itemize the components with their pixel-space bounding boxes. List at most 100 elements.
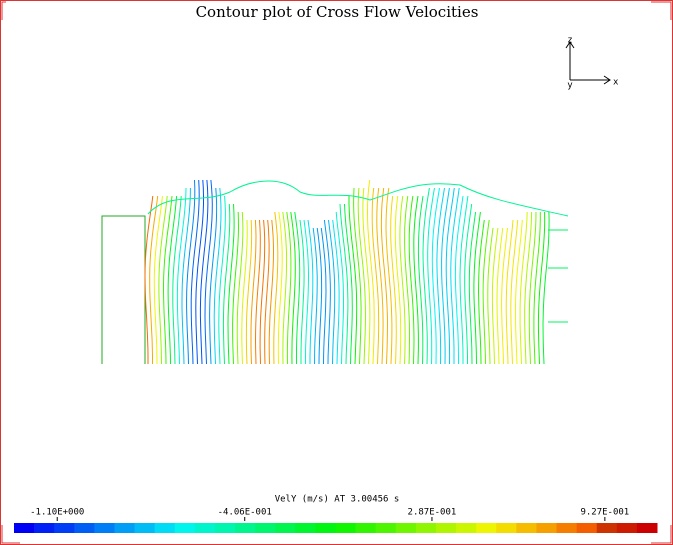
contour-line [190, 179, 200, 365]
contour-line [366, 179, 375, 365]
colorbar-segment [315, 523, 336, 533]
colorbar-segment [154, 523, 176, 533]
contour-line [519, 211, 528, 365]
contour-line [344, 203, 353, 365]
contour-line [286, 211, 292, 365]
contour-line [353, 187, 362, 365]
colorbar-segment [275, 523, 296, 533]
contour-line [390, 195, 397, 365]
colorbar-segment [536, 523, 558, 533]
contour-line [299, 219, 305, 364]
contour-line [450, 187, 460, 364]
contour-line [422, 187, 430, 365]
colorbar-segment [214, 523, 236, 533]
contour-line [259, 219, 266, 365]
colorbar-segment [375, 523, 397, 533]
contour-line [144, 195, 154, 364]
contour-line [348, 196, 358, 365]
contour-line [482, 219, 490, 365]
contour-line [273, 211, 279, 365]
contour-line [153, 195, 163, 365]
contour-line [320, 227, 327, 365]
contour-line [528, 211, 537, 365]
colorbar-segment [456, 523, 477, 533]
contour-line [163, 195, 173, 365]
contour-line [254, 219, 261, 365]
contour-line [222, 203, 231, 365]
contour-line [323, 219, 331, 365]
colorbar-segment [194, 523, 216, 533]
contour-line [213, 187, 222, 365]
contour-line [510, 219, 519, 365]
z-label: z [567, 36, 572, 46]
colorbar-tick-label: 9.27E-001 [580, 508, 629, 518]
contour-line [332, 219, 340, 365]
contour-line [181, 187, 191, 365]
contour-line [417, 195, 424, 365]
colorbar-segment [255, 523, 276, 533]
contour-line [195, 179, 204, 365]
colorbar-segment [34, 523, 55, 533]
contour-lines [144, 179, 569, 365]
contour-line [227, 203, 235, 365]
contour-line [204, 179, 213, 365]
colorbar-segment [435, 523, 457, 533]
contour-line [371, 187, 380, 365]
contour-line [316, 227, 323, 365]
contour-line [172, 195, 182, 365]
contour-line [496, 227, 504, 365]
contour-line [290, 211, 296, 365]
contour-line [303, 219, 310, 364]
contour-line [357, 187, 367, 365]
contour-line [264, 219, 270, 365]
colorbar-segment [415, 523, 437, 533]
contour-line [250, 219, 257, 365]
colorbar-segment [235, 523, 256, 533]
contour-line [408, 195, 415, 365]
contour-line [218, 195, 226, 365]
contour-line [436, 187, 445, 365]
contour-line [459, 195, 469, 364]
contour-line [542, 211, 550, 365]
colorbar-segment [556, 523, 578, 533]
contour-line [487, 227, 494, 365]
contour-line [277, 211, 283, 365]
colorbar-segment [516, 523, 537, 533]
contour-line [515, 219, 523, 365]
z-arrow-head [565, 41, 575, 49]
colorbar-segment [74, 523, 95, 533]
contour-line [413, 195, 419, 365]
colorbar-segment [496, 523, 517, 533]
colorbar-tick-label: 2.87E-001 [408, 508, 457, 518]
contour-line [524, 211, 533, 365]
contour-line [339, 203, 349, 365]
contour-line [241, 219, 248, 365]
contour-line [236, 211, 244, 365]
contour-line [294, 211, 301, 364]
contour-line [505, 219, 514, 365]
colorbar-segment [476, 523, 497, 533]
colorbar-segment [54, 523, 75, 533]
contour-line [464, 203, 473, 364]
colorbar-tick-label: -1.10E+000 [30, 508, 84, 518]
contour-line [385, 187, 393, 365]
contour-line [335, 211, 344, 365]
colorbar-segment [94, 523, 115, 533]
colorbar-segment [576, 523, 598, 533]
contour-line [307, 219, 314, 364]
x-label: x [613, 78, 619, 88]
colorbar-label: VelY (m/s) AT 3.00456 s [275, 495, 400, 505]
contour-line [501, 227, 508, 365]
contour-line [394, 195, 402, 365]
contour-line [399, 195, 406, 365]
contour-line [149, 195, 159, 364]
contour-line [491, 227, 499, 365]
contour-line [380, 187, 389, 365]
colorbar-segment [174, 523, 196, 533]
contour-line [477, 219, 485, 365]
contour-line [328, 219, 336, 365]
colorbar-segment [355, 523, 377, 533]
contour-line [167, 195, 178, 365]
